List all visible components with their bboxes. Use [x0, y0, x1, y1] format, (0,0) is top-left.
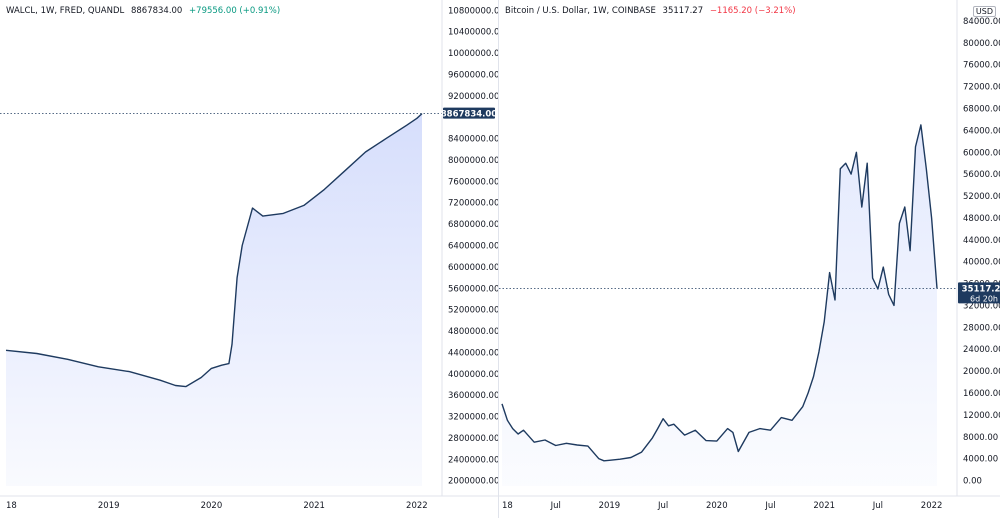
walcl-y-tick-label: 9200000.00 [448, 92, 498, 102]
walcl-price-label-box [443, 107, 495, 119]
walcl-y-tick-label: 8400000.00 [448, 135, 498, 145]
btc-x-tick-label: 2021 [813, 501, 835, 511]
walcl-x-tick-label: 2021 [303, 501, 325, 511]
btc-x-tick-label: Jul [550, 501, 561, 511]
btc-series-line [501, 124, 938, 462]
btc-area-fill [502, 124, 937, 487]
walcl-y-tick-label: 2000000.00 [448, 477, 498, 487]
walcl-y-tick-label: 2400000.00 [448, 455, 498, 465]
walcl-symbol: WALCL, 1W, FRED, QUANDL [6, 6, 125, 16]
walcl-y-tick-label: 8000000.00 [448, 156, 498, 166]
btc-x-tick-label: 2022 [921, 501, 943, 511]
btc-y-tick-label: 48000.00 [963, 214, 1000, 224]
btc-y-tick-label: 68000.00 [963, 104, 1000, 114]
walcl-y-tick-label: 3200000.00 [448, 413, 498, 423]
btc-y-tick-label: 44000.00 [963, 236, 1000, 246]
btc-y-tick-label: 28000.00 [963, 323, 1000, 333]
btc-price-label-box [958, 282, 1000, 304]
walcl-y-tick-label: 10000000.00 [448, 49, 498, 59]
btc-y-tick-label: 76000.00 [963, 61, 1000, 71]
btc-x-tick-label: 2020 [706, 501, 728, 511]
walcl-y-tick-label: 6800000.00 [448, 220, 498, 230]
walcl-x-tick-label: 18 [6, 501, 17, 511]
currency-badge[interactable]: USD [972, 6, 996, 17]
walcl-y-tick-label: 10400000.00 [448, 28, 498, 38]
walcl-y-tick-label: 5600000.00 [448, 284, 498, 294]
walcl-x-tick-label: 2019 [98, 501, 120, 511]
btc-y-tick-label: 32000.00 [963, 301, 1000, 311]
btc-y-tick-label: 12000.00 [963, 411, 1000, 421]
btc-y-tick-label: 72000.00 [963, 83, 1000, 93]
walcl-chart-pane[interactable]: 2000000.00 2400000.00 2800000.00 3200000.00… [0, 0, 499, 518]
btc-y-tick-label: 24000.00 [963, 345, 1000, 355]
btc-price-label: 35117.27 [962, 284, 1000, 294]
btc-legend: Bitcoin / U.S. Dollar, 1W, COINBASE 3511… [505, 6, 796, 16]
walcl-x-tick-label: 2020 [201, 501, 223, 511]
btc-y-tick-label: 64000.00 [963, 126, 1000, 136]
btc-x-tick-label: 18 [502, 501, 513, 511]
walcl-value: 8867834.00 [130, 6, 183, 16]
btc-y-tick-label: 52000.00 [963, 192, 1000, 202]
walcl-y-tick-label: 6000000.00 [448, 263, 498, 273]
walcl-y-tick-label: 9600000.00 [448, 70, 498, 80]
btc-y-tick-label: 40000.00 [963, 258, 1000, 268]
walcl-price-label: 8867834.00 [441, 110, 498, 120]
walcl-y-tick-label: 3600000.00 [448, 391, 498, 401]
walcl-y-tick-label: 4800000.00 [448, 327, 498, 337]
btc-y-tick-label: 0.00 [963, 477, 982, 487]
walcl-y-tick-label: 6400000.00 [448, 242, 498, 252]
btc-y-tick-label: 80000.00 [963, 39, 1000, 49]
walcl-change: +79556.00 (+0.91%) [189, 6, 281, 16]
btc-y-tick-label: 56000.00 [963, 170, 1000, 180]
walcl-y-tick-label: 7600000.00 [448, 177, 498, 187]
btc-y-tick-label: 16000.00 [963, 389, 1000, 399]
btc-change: −1165.20 (−3.21%) [709, 6, 796, 16]
walcl-y-tick-label: 4400000.00 [448, 348, 498, 358]
walcl-x-tick-label: 2022 [406, 501, 428, 511]
walcl-y-tick-label: 2800000.00 [448, 434, 498, 444]
btc-chart-pane[interactable]: 0.00 4000.00 8000.00 12000.00 16000.00 20000.… [499, 0, 1000, 518]
walcl-y-tick-label: 10800000.00 [448, 6, 498, 16]
walcl-legend: WALCL, 1W, FRED, QUANDL 8867834.00 +7955… [6, 6, 280, 16]
walcl-area-fill [6, 113, 422, 486]
btc-x-tick-label: 2019 [599, 501, 621, 511]
btc-countdown-label: 6d 20h [970, 294, 998, 303]
btc-y-tick-label: 20000.00 [963, 367, 1000, 377]
btc-symbol: Bitcoin / U.S. Dollar, 1W, COINBASE [505, 6, 656, 16]
walcl-y-tick-label: 4000000.00 [448, 370, 498, 380]
btc-x-tick-label: Jul [657, 501, 668, 511]
btc-y-tick-label: 60000.00 [963, 148, 1000, 158]
walcl-chart[interactable]: 2000000.00 2400000.00 2800000.00 3200000.00… [0, 0, 498, 518]
btc-y-tick-label: 4000.00 [963, 455, 998, 465]
btc-x-tick-label: Jul [764, 501, 775, 511]
walcl-y-tick-label: 7200000.00 [448, 199, 498, 209]
btc-value: 35117.27 [662, 6, 704, 16]
btc-y-tick-label: 8000.00 [963, 433, 998, 443]
btc-y-tick-label: 84000.00 [963, 17, 1000, 27]
walcl-y-tick-label: 5200000.00 [448, 306, 498, 316]
walcl-series-line [5, 113, 423, 388]
btc-chart[interactable]: 0.00 4000.00 8000.00 12000.00 16000.00 20000.… [499, 0, 1000, 518]
btc-x-tick-label: Jul [872, 501, 883, 511]
